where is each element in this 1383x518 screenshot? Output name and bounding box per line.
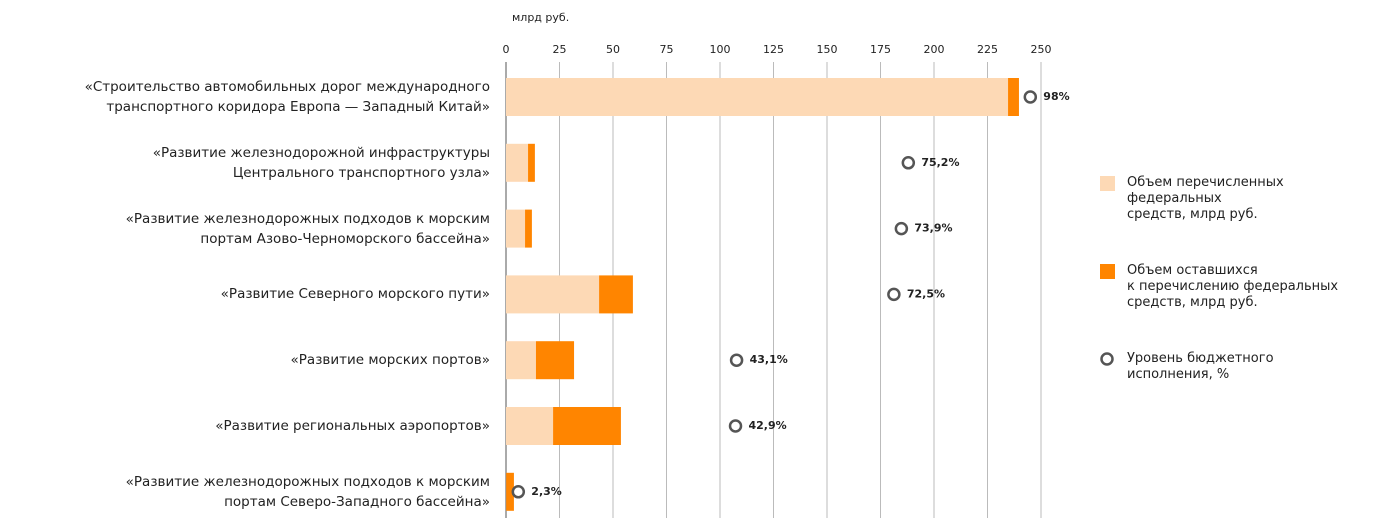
bar-segment xyxy=(553,407,621,445)
marker xyxy=(729,353,744,367)
legend-icon xyxy=(1100,264,1115,279)
x-tick-label: 25 xyxy=(553,43,567,56)
data-label: 43,1% xyxy=(750,353,788,366)
data-label: 75,2% xyxy=(921,156,959,169)
legend-label: Объем оставшихся к перечислению федераль… xyxy=(1127,263,1339,310)
category-label: «Развитие железнодорожных подходов к мор… xyxy=(125,473,490,510)
x-tick-label: 50 xyxy=(606,43,620,56)
category-label: «Развитие Северного морского пути» xyxy=(220,286,490,303)
x-tick-label: 0 xyxy=(503,43,510,56)
x-tick-label: 200 xyxy=(924,43,945,56)
category-label: «Развитие железнодорожных подходов к мор… xyxy=(125,210,490,247)
bar-segment xyxy=(506,78,1009,116)
x-tick-label: 175 xyxy=(870,43,891,56)
marker xyxy=(894,221,909,236)
legend-icon xyxy=(1100,352,1114,366)
bar-segment xyxy=(525,209,532,248)
category-label: «Развитие морских портов» xyxy=(290,352,490,369)
bar-segment xyxy=(506,275,600,314)
marker xyxy=(728,419,743,433)
legend-label: Уровень бюджетного исполнения, % xyxy=(1127,351,1274,382)
axis-title: млрд руб. xyxy=(512,11,569,24)
marker xyxy=(901,156,916,170)
data-label: 72,5% xyxy=(907,287,945,300)
bar-segment xyxy=(528,143,535,182)
category-label: «Развитие региональных аэропортов» xyxy=(215,418,490,434)
category-label: «Развитие железнодорожной инфраструктуры… xyxy=(152,144,490,181)
bar-segment xyxy=(506,209,526,248)
marker xyxy=(887,287,901,302)
bar-segment xyxy=(506,472,514,511)
legend-icon xyxy=(1100,176,1115,191)
data-label: 2,3% xyxy=(531,485,562,498)
bar-segment xyxy=(535,341,575,380)
x-tick-label: 225 xyxy=(977,43,998,56)
bar-segment xyxy=(1008,78,1019,116)
legend-label: Объем перечисленных федеральных средств,… xyxy=(1127,175,1284,222)
marker xyxy=(1023,90,1038,104)
bar-segment xyxy=(506,143,529,182)
marker xyxy=(511,485,526,499)
data-label: 42,9% xyxy=(749,419,787,432)
x-tick-label: 250 xyxy=(1031,43,1052,56)
data-label: 98% xyxy=(1043,90,1069,103)
bar-segment xyxy=(506,407,554,445)
bar-segment xyxy=(599,275,633,314)
data-label: 73,9% xyxy=(914,222,952,235)
x-tick-label: 75 xyxy=(660,43,674,56)
x-tick-label: 100 xyxy=(710,43,731,56)
category-label: «Строительство автомобильных дорог между… xyxy=(84,79,490,115)
x-tick-label: 125 xyxy=(763,43,784,56)
x-tick-label: 150 xyxy=(817,43,838,56)
bar-segment xyxy=(506,341,536,380)
